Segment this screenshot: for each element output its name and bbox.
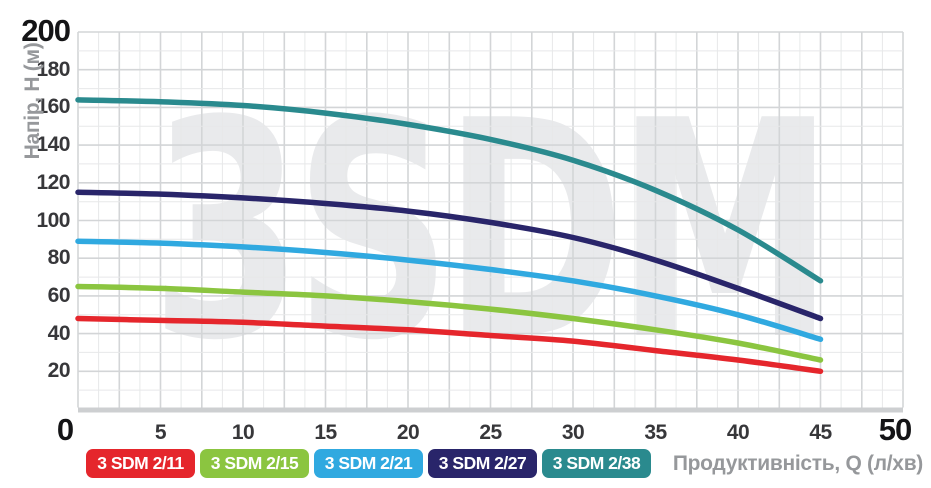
- legend: 3 SDM 2/11 3 SDM 2/15 3 SDM 2/21 3 SDM 2/27…: [86, 449, 651, 478]
- y-tick-label: 60: [47, 283, 71, 307]
- legend-item-label: 3 SDM 2/38: [552, 453, 641, 473]
- x-tick-label: 35: [644, 421, 667, 444]
- y-tick-label: 20: [47, 359, 71, 383]
- legend-item-label: 3 SDM 2/11: [97, 453, 184, 473]
- legend-item-3-sdm-2-21: 3 SDM 2/21: [314, 449, 423, 478]
- legend-item-3-sdm-2-11: 3 SDM 2/11: [86, 449, 195, 478]
- x-tick-label: 40: [726, 421, 750, 444]
- y-tick-label: 120: [36, 170, 70, 194]
- x-axis-band: [78, 407, 903, 413]
- y-tick-label: 40: [47, 321, 71, 345]
- x-tick-label: 30: [561, 421, 585, 444]
- curve-3-sdm-2-21: [75, 238, 824, 343]
- curve-3-sdm-2-11: [75, 315, 824, 375]
- x-tick-label: 5: [154, 421, 167, 444]
- x-tick-label: 15: [314, 421, 337, 444]
- legend-item-3-sdm-2-15: 3 SDM 2/15: [200, 449, 309, 478]
- x-axis-max-label: 50: [878, 412, 912, 447]
- curve-3-sdm-2-27: [75, 189, 824, 322]
- x-tick-label: 45: [809, 421, 832, 444]
- x-tick-label: 25: [479, 421, 502, 444]
- grid-lines: [77, 31, 904, 408]
- legend-item-label: 3 SDM 2/27: [438, 453, 527, 473]
- curve-3-sdm-2-15: [75, 283, 824, 363]
- y-axis-max-label: 200: [21, 13, 71, 48]
- legend-item-label: 3 SDM 2/15: [210, 453, 299, 473]
- y-tick-label: 80: [47, 246, 71, 270]
- y-tick-label: 100: [36, 208, 70, 232]
- legend-item-3-sdm-2-38: 3 SDM 2/38: [542, 449, 651, 478]
- legend-item-3-sdm-2-27: 3 SDM 2/27: [428, 449, 537, 478]
- y-tick-label: 140: [36, 133, 70, 157]
- curve-3-sdm-2-38: [75, 97, 824, 284]
- x-tick-label: 20: [396, 421, 420, 444]
- watermark-text: 3SDM: [150, 57, 835, 406]
- legend-item-label: 3 SDM 2/21: [324, 453, 413, 473]
- y-axis-title: Напір, H (м): [21, 42, 44, 160]
- x-axis-origin-label: 0: [56, 412, 74, 447]
- y-tick-label: 180: [36, 57, 70, 81]
- x-tick-label: 10: [231, 421, 255, 444]
- x-axis-title: Продуктивність, Q (л/хв): [672, 452, 923, 475]
- y-tick-label: 160: [36, 95, 70, 119]
